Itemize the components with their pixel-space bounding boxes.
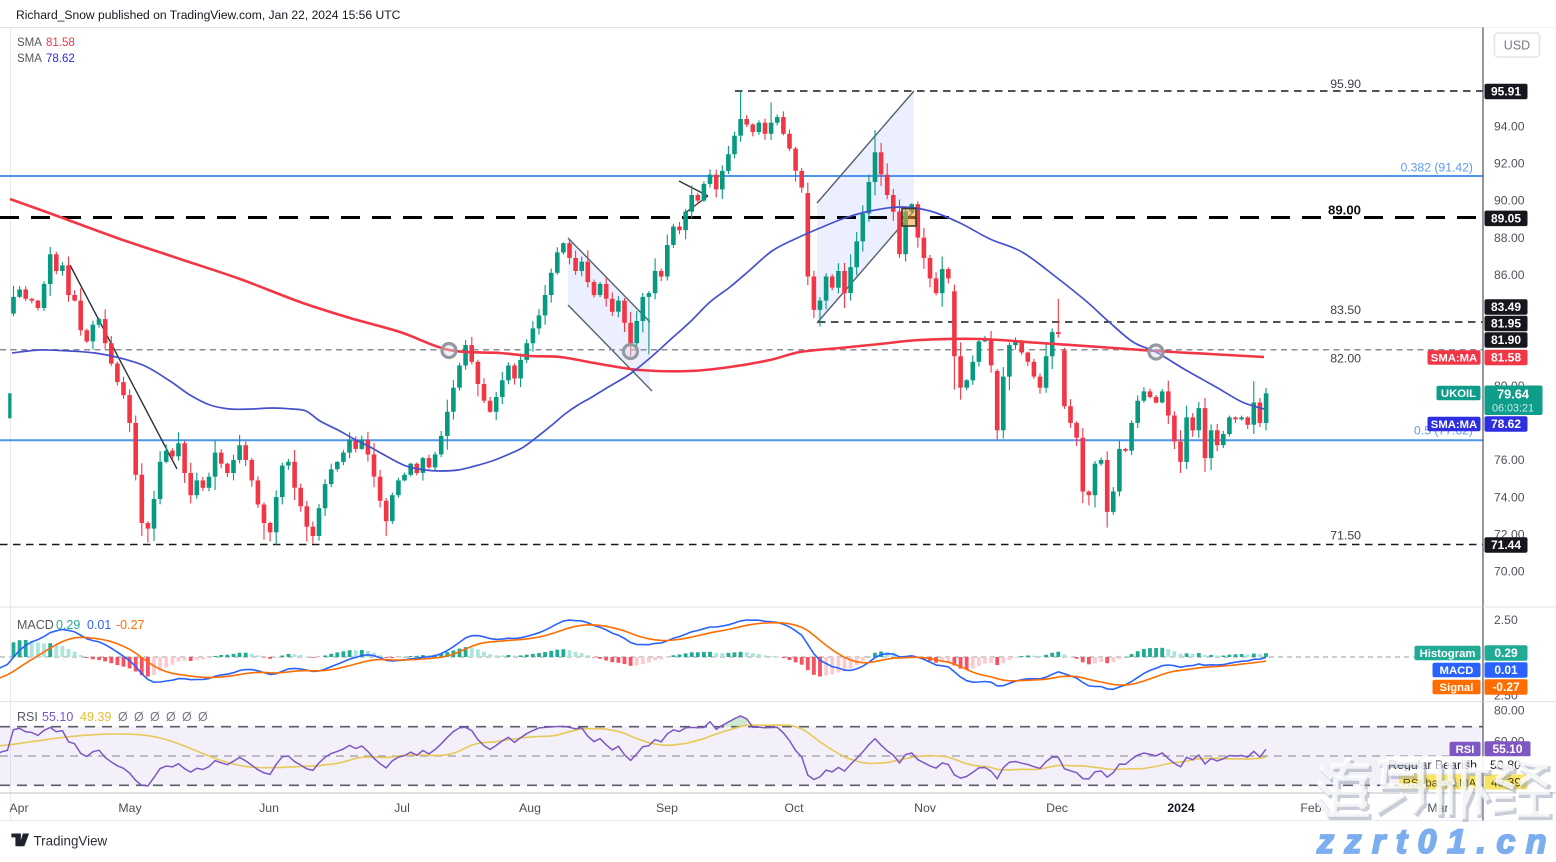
svg-text:49.39: 49.39	[80, 710, 111, 724]
svg-text:Ø: Ø	[118, 710, 128, 724]
svg-text:SMA:MA: SMA:MA	[1431, 352, 1477, 364]
svg-text:2.50: 2.50	[1494, 613, 1518, 627]
svg-text:81.58: 81.58	[46, 37, 75, 49]
svg-text:81.95: 81.95	[1491, 317, 1521, 331]
svg-text:Aug: Aug	[519, 801, 541, 815]
svg-text:06:03:21: 06:03:21	[1492, 402, 1534, 414]
svg-text:-0.27: -0.27	[116, 618, 145, 632]
svg-text:82.00: 82.00	[1330, 352, 1361, 366]
svg-text:0.01: 0.01	[87, 618, 111, 632]
svg-text:May: May	[118, 801, 142, 815]
svg-text:86.00: 86.00	[1494, 268, 1525, 282]
svg-text:90.00: 90.00	[1494, 194, 1525, 208]
svg-text:89.05: 89.05	[1491, 212, 1521, 226]
svg-text:UKOIL: UKOIL	[1441, 388, 1476, 400]
svg-text:0.382 (91.42): 0.382 (91.42)	[1400, 161, 1473, 175]
svg-text:USD: USD	[1504, 39, 1530, 53]
svg-text:81.58: 81.58	[1491, 351, 1521, 365]
svg-text:94.00: 94.00	[1494, 120, 1525, 134]
svg-text:70.00: 70.00	[1494, 564, 1525, 578]
svg-text:Feb: Feb	[1300, 801, 1321, 815]
svg-text:0.01: 0.01	[1494, 663, 1518, 677]
svg-text:79.64: 79.64	[1497, 386, 1530, 401]
svg-text:74.00: 74.00	[1494, 490, 1525, 504]
svg-text:SMA: SMA	[17, 53, 42, 65]
svg-text:0.29: 0.29	[56, 618, 80, 632]
svg-text:2024: 2024	[1167, 801, 1195, 815]
svg-text:Ø: Ø	[182, 710, 192, 724]
svg-text:Ø: Ø	[198, 710, 208, 724]
svg-text:55.10: 55.10	[42, 710, 73, 724]
svg-text:RSI: RSI	[1456, 744, 1475, 756]
svg-text:80.00: 80.00	[1494, 704, 1525, 718]
svg-text:SMA: SMA	[17, 37, 42, 49]
svg-text:Ø: Ø	[134, 710, 144, 724]
svg-text:-0.27: -0.27	[1492, 680, 1520, 694]
svg-text:Nov: Nov	[914, 801, 937, 815]
svg-text:TradingView: TradingView	[34, 833, 108, 848]
svg-text:Richard_Snow published on Trad: Richard_Snow published on TradingView.co…	[16, 8, 401, 22]
svg-text:Apr: Apr	[9, 801, 28, 815]
svg-text:78.62: 78.62	[46, 53, 75, 65]
svg-text:76.00: 76.00	[1494, 453, 1525, 467]
svg-text:Dec: Dec	[1046, 801, 1068, 815]
svg-text:Jun: Jun	[259, 801, 279, 815]
svg-text:81.90: 81.90	[1491, 333, 1521, 347]
svg-text:Ø: Ø	[150, 710, 160, 724]
svg-text:MACD: MACD	[1440, 665, 1474, 677]
svg-text:MACD: MACD	[17, 618, 54, 632]
svg-text:SMA:MA: SMA:MA	[1431, 419, 1477, 431]
svg-text:zzrt01.cn: zzrt01.cn	[1316, 823, 1556, 857]
svg-text:83.50: 83.50	[1330, 303, 1361, 317]
svg-text:Sep: Sep	[656, 801, 678, 815]
svg-text:0.29: 0.29	[1494, 646, 1518, 660]
svg-text:89.00: 89.00	[1328, 203, 1361, 218]
svg-text:83.49: 83.49	[1491, 300, 1521, 314]
svg-text:Signal: Signal	[1440, 682, 1474, 694]
svg-text:55.10: 55.10	[1492, 742, 1522, 756]
svg-text:78.62: 78.62	[1491, 417, 1521, 431]
svg-text:92.00: 92.00	[1494, 157, 1525, 171]
svg-text:Jul: Jul	[394, 801, 410, 815]
svg-text:95.91: 95.91	[1491, 85, 1521, 99]
svg-text:88.00: 88.00	[1494, 231, 1525, 245]
svg-text:Histogram: Histogram	[1420, 648, 1476, 660]
svg-text:71.44: 71.44	[1491, 538, 1521, 552]
svg-text:RSI: RSI	[17, 710, 38, 724]
svg-text:71.50: 71.50	[1330, 529, 1361, 543]
svg-text:Oct: Oct	[784, 801, 804, 815]
svg-text:Ø: Ø	[166, 710, 176, 724]
svg-text:95.90: 95.90	[1330, 77, 1361, 91]
